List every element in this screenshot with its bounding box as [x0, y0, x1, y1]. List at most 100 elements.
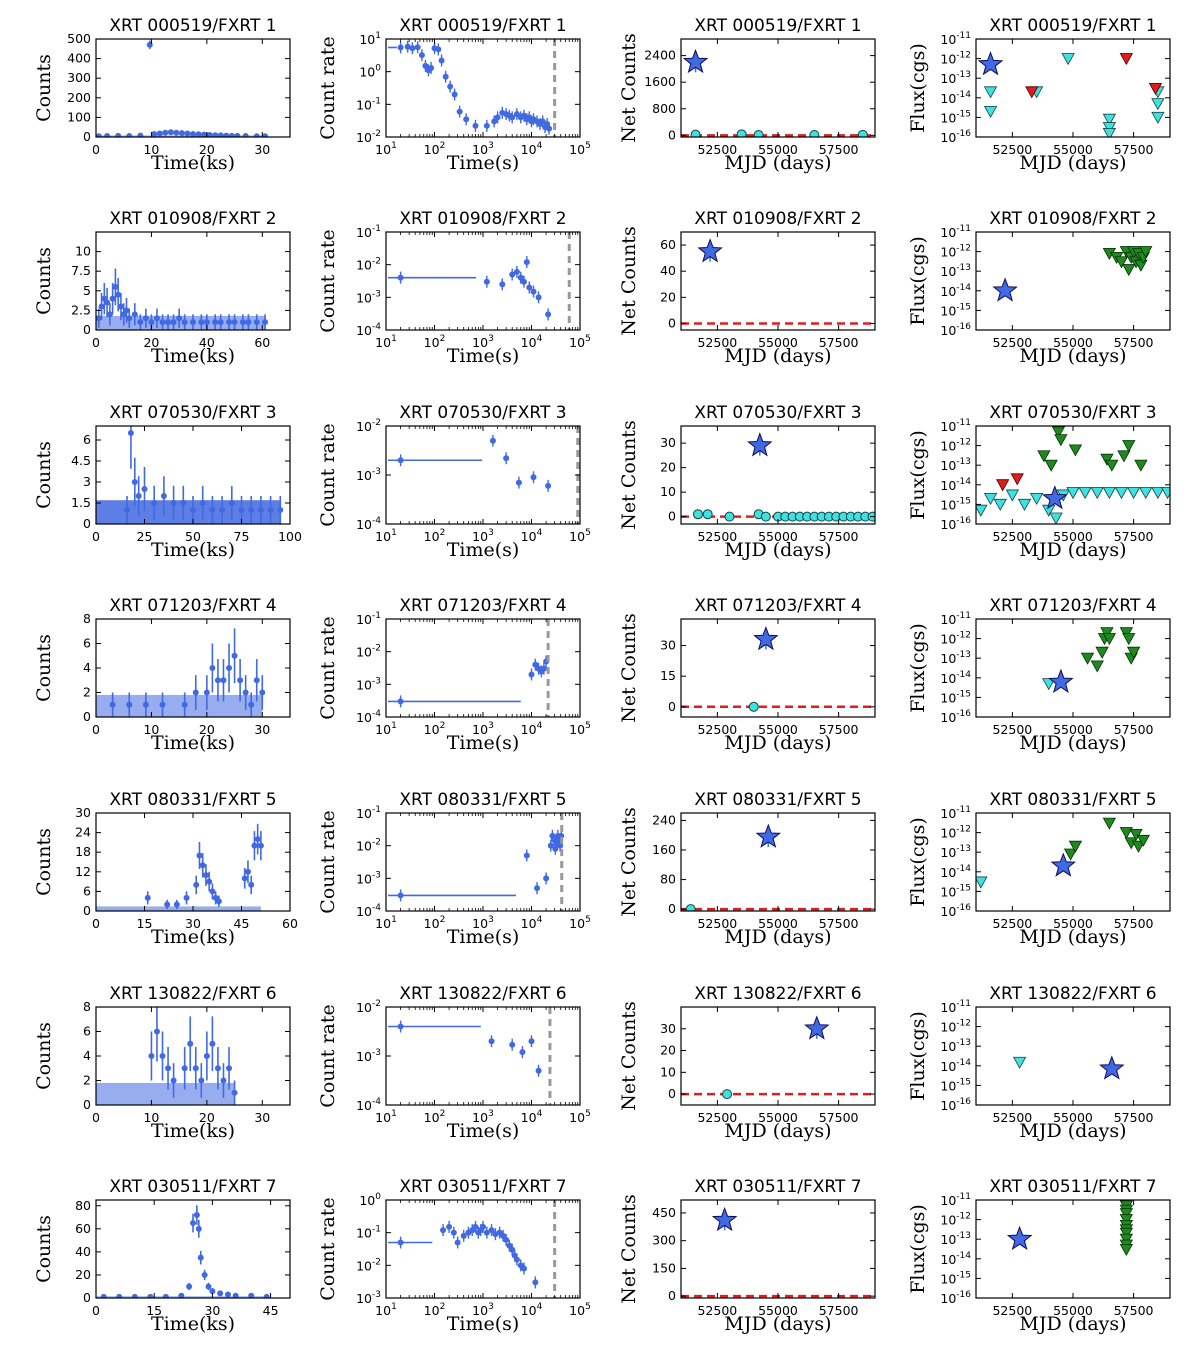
x-tick-label: 45	[234, 916, 250, 931]
axes-frame	[95, 1006, 291, 1106]
x-tick-label: 52500	[992, 142, 1032, 157]
data-point	[226, 1065, 233, 1072]
data-point	[557, 842, 564, 849]
x-tick-label: 102	[424, 528, 446, 544]
plot-area	[388, 619, 550, 717]
data-point	[440, 1227, 447, 1234]
y-tick-label: 10-4	[356, 903, 381, 919]
data-point	[456, 108, 463, 115]
y-axis-label: Count rate	[317, 36, 339, 139]
data-point	[109, 295, 116, 302]
axes-frame	[385, 1006, 581, 1106]
data-point	[267, 507, 274, 513]
plot-area	[96, 1205, 270, 1298]
data-point	[472, 1223, 479, 1230]
star-point	[977, 51, 1004, 76]
panel-title: XRT 080331/FXRT 5	[399, 790, 566, 810]
data-point	[499, 281, 506, 288]
axes-frame	[680, 812, 876, 912]
data-point	[422, 62, 429, 69]
data-point	[106, 311, 113, 318]
panel-title: XRT 000519/FXRT 1	[694, 16, 861, 36]
green-upper-limit	[1068, 444, 1083, 457]
x-tick-label: 55000	[758, 1110, 798, 1125]
x-tick-label: 52500	[992, 1110, 1032, 1125]
data-point	[446, 1223, 453, 1230]
y-tick-label: 10-12	[940, 1212, 971, 1228]
panel-0-3: XRT 000519/FXRT 1 MJD (days) Flux(cgs) 5250…	[907, 16, 1171, 174]
data-point	[545, 482, 552, 489]
plot-area	[681, 432, 875, 522]
panel-6-1: XRT 030511/FXRT 7 Time(s) Count rate 101 102…	[317, 1177, 591, 1335]
data-point	[226, 319, 233, 326]
data-point	[199, 500, 206, 506]
panel-title: XRT 071203/FXRT 4	[989, 596, 1156, 616]
y-tick-label: 0	[83, 903, 91, 918]
y-tick-label: 0	[83, 709, 91, 724]
x-tick-label: 105	[569, 721, 591, 737]
background-band	[96, 906, 261, 911]
green-upper-limit	[1051, 426, 1066, 439]
data-point	[195, 1225, 202, 1232]
y-tick-label: 10-1	[356, 1225, 381, 1241]
axes-frame	[385, 38, 581, 138]
data-point	[435, 46, 442, 53]
data-point	[186, 1283, 193, 1290]
y-tick-label: 10-15	[940, 109, 971, 125]
y-tick-label: 40	[75, 1244, 91, 1259]
circle-point	[753, 130, 764, 137]
data-point	[115, 132, 122, 137]
x-axis-label: MJD (days)	[1019, 539, 1126, 561]
data-point	[488, 1227, 495, 1234]
plot-area	[388, 1200, 557, 1298]
data-point	[546, 125, 553, 132]
background-band	[96, 135, 266, 137]
x-axis-label: MJD (days)	[1019, 345, 1126, 367]
red-upper-limit	[1148, 82, 1163, 95]
data-point	[151, 131, 158, 137]
y-tick-label: 4	[83, 1048, 91, 1063]
panel-4-2: XRT 080331/FXRT 5 MJD (days) Net Counts 525…	[618, 790, 876, 948]
data-point	[532, 1279, 539, 1286]
x-tick-label: 104	[521, 334, 543, 350]
data-point	[96, 315, 102, 322]
x-tick-label: 104	[521, 141, 543, 157]
y-tick-label: 10-2	[356, 257, 381, 273]
axes-frame	[95, 38, 291, 138]
data-point	[397, 44, 404, 51]
panel-title: XRT 080331/FXRT 5	[694, 790, 861, 810]
panel-2-3: XRT 070530/FXRT 3 MJD (days) Flux(cgs) 5250…	[907, 403, 1171, 561]
data-point	[519, 1049, 526, 1056]
y-tick-label: 10-3	[356, 1290, 381, 1306]
y-tick-label: 6	[83, 432, 91, 447]
y-tick-label: 20	[660, 289, 676, 304]
x-axis-label: Time(ks)	[151, 539, 235, 561]
y-tick-label: 10-14	[940, 1058, 971, 1074]
red-upper-limit	[1010, 473, 1024, 486]
data-point	[215, 898, 222, 905]
data-point	[165, 1065, 172, 1072]
data-point	[109, 701, 116, 708]
data-point	[203, 1053, 210, 1059]
x-tick-label: 57500	[819, 1110, 859, 1125]
data-point	[181, 1065, 188, 1072]
x-tick-label: 0	[92, 335, 100, 350]
y-tick-label: 1.5	[71, 495, 91, 510]
panel-title: XRT 070530/FXRT 3	[989, 403, 1156, 423]
x-tick-label: 20	[199, 722, 215, 737]
y-tick-label: 800	[652, 101, 676, 116]
axes-frame	[385, 812, 581, 912]
green-upper-limit	[1080, 652, 1095, 665]
star-point	[1050, 852, 1077, 877]
data-point	[209, 665, 216, 671]
x-tick-label: 55000	[1053, 335, 1093, 350]
data-point	[212, 132, 219, 137]
x-tick-label: 103	[472, 528, 494, 544]
plot-area	[1006, 1200, 1134, 1256]
y-axis-label: Counts	[33, 634, 55, 702]
circle-point	[722, 1089, 733, 1100]
y-tick-label: 10-3	[356, 1048, 381, 1064]
cyan-upper-limit	[1005, 489, 1020, 502]
y-tick-label: 10-13	[940, 650, 971, 666]
panel-title: XRT 130822/FXRT 6	[109, 984, 276, 1004]
